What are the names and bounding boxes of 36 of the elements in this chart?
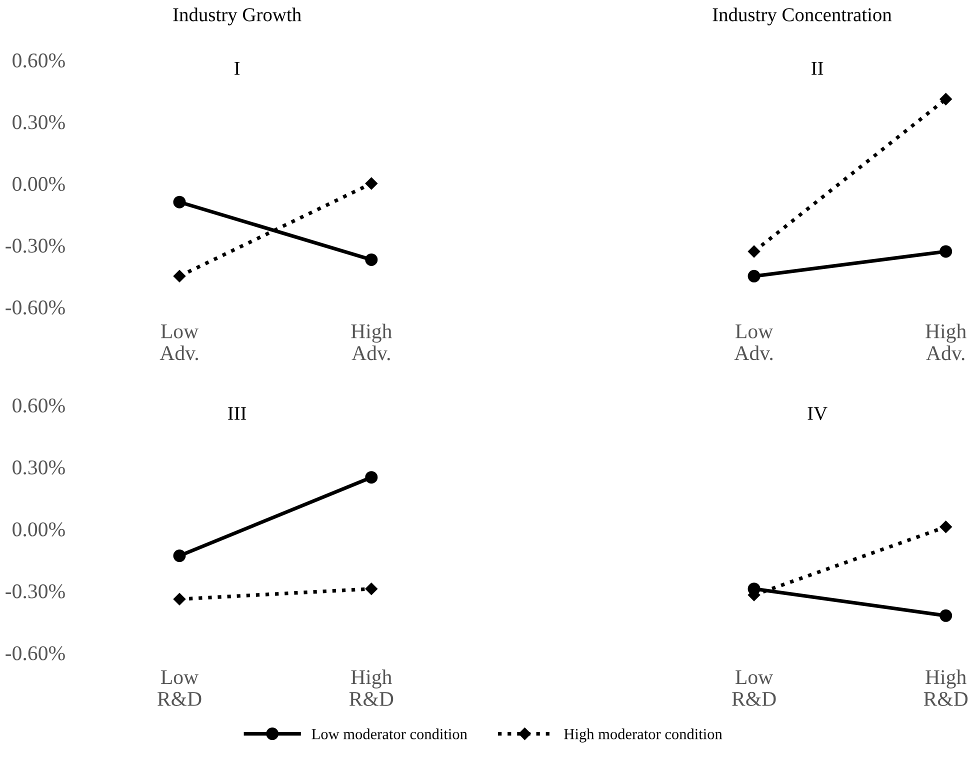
chart-subtitle: IV (808, 407, 828, 420)
point (365, 582, 378, 595)
x-tick-label: High Adv. (926, 324, 966, 360)
point (365, 471, 378, 484)
y-tick-label: 0.60% (12, 53, 65, 68)
chart-subtitle: III (228, 407, 246, 420)
y-tick-label: -0.60% (6, 300, 65, 315)
point (173, 593, 186, 606)
x-tick-label: High R&D (924, 670, 968, 706)
point (940, 520, 952, 533)
chart-subtitle: II (812, 62, 824, 75)
legend-label: High moderator condition (564, 728, 722, 742)
y-tick-label: -0.30% (6, 238, 65, 253)
y-tick-label: -0.30% (6, 584, 65, 598)
chart-title: Industry Concentration (712, 8, 892, 26)
x-tick-label: Low R&D (158, 670, 202, 706)
y-tick-label: 0.30% (12, 460, 65, 475)
point (365, 253, 378, 266)
y-tick-label: -0.60% (6, 646, 65, 660)
x-tick-label: Low Adv. (160, 324, 198, 360)
legend-label: Low moderator condition (312, 728, 468, 740)
x-tick-label: Low R&D (732, 670, 776, 706)
x-tick-label: Low Adv. (734, 324, 774, 360)
point (173, 270, 186, 282)
point (173, 550, 186, 562)
point (173, 196, 186, 208)
y-tick-label: 0.00% (12, 176, 65, 192)
point (365, 177, 378, 190)
chart-subtitle: I (234, 62, 240, 75)
point (940, 609, 952, 622)
x-tick-label: High Adv. (351, 324, 392, 360)
y-tick-label: 0.60% (12, 398, 65, 413)
y-tick-label: 0.00% (12, 522, 65, 536)
x-tick-label: High R&D (349, 670, 394, 706)
y-tick-label: 0.30% (12, 115, 65, 130)
chart-title: Industry Growth (173, 8, 302, 26)
